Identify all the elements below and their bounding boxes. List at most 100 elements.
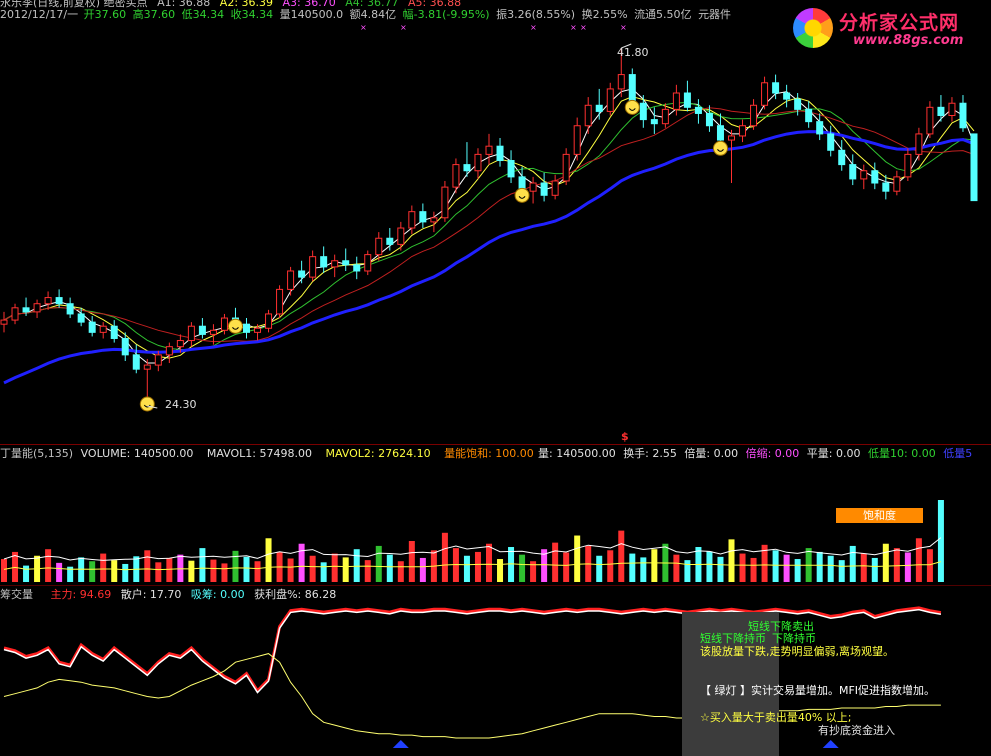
- candle-body: [143, 364, 151, 370]
- volume-bar: [618, 530, 625, 582]
- volume-bar: [408, 541, 415, 582]
- candle-body: [573, 125, 581, 155]
- volume-bar: [122, 563, 129, 582]
- candle-body: [694, 106, 702, 114]
- volume-bar: [1, 559, 7, 582]
- candle-body: [66, 303, 74, 315]
- qty-label: 量: 140500.00: [538, 447, 616, 460]
- signal-mark: $: [621, 430, 629, 443]
- volume-bar: [651, 549, 658, 582]
- candle-body: [926, 106, 934, 135]
- volume-bar: [474, 551, 481, 582]
- low10-label: 低量10: 0.00: [868, 447, 936, 460]
- volume-bar: [904, 552, 911, 582]
- logo-url: www.88gs.com: [853, 33, 964, 48]
- smiley-signal-icon: [514, 187, 530, 203]
- candle-body: [683, 92, 691, 108]
- volume-bar: [783, 554, 790, 582]
- candle-body: [121, 337, 129, 356]
- candle-body: [739, 125, 747, 137]
- popup-greenlight-line: 【 绿灯 】实计交易量增加。MFI促进指数增加。: [700, 684, 936, 697]
- volume-bar: [243, 556, 250, 582]
- volume-bar: [155, 562, 162, 582]
- popup-weak-line: 该股放量下跌,走势明显偏弱,离场观望。: [700, 645, 894, 658]
- candle-body: [276, 288, 284, 315]
- volume-bar: [497, 559, 504, 582]
- volume-header-row: 丁量能(5,135) VOLUME: 140500.00 MAVOL1: 574…: [0, 447, 540, 460]
- smiley-signal-icon: [227, 318, 243, 334]
- retail-label: 散户: 17.70: [120, 588, 182, 601]
- sector-value: 元器件: [698, 8, 732, 21]
- candle-body: [672, 92, 680, 110]
- volume-bar: [596, 555, 603, 582]
- ma-long-line: [3, 130, 975, 385]
- volume-bar: [827, 555, 834, 582]
- volume-bar: [871, 557, 878, 582]
- indicator-a1: A1: 36.88: [157, 0, 211, 9]
- flat-volume-label: 平量: 0.00: [806, 447, 861, 460]
- candle-body: [11, 307, 19, 321]
- volume-bar: [937, 500, 944, 582]
- volume-bar: [397, 561, 404, 582]
- candle-body: [805, 108, 813, 123]
- candle-body: [661, 108, 669, 125]
- volume-bar: [331, 553, 338, 582]
- chart-title: 永乐季(日线,前复权) 绝密买点: [0, 0, 148, 9]
- candle-body: [496, 145, 504, 162]
- volume-bar: [78, 557, 85, 582]
- change-value: 幅-3.81(-9.95%): [402, 8, 490, 21]
- candle-body: [386, 237, 394, 245]
- volume-value-label: VOLUME: 140500.00: [80, 447, 194, 460]
- candle-body: [342, 260, 350, 266]
- candle-body: [772, 82, 780, 94]
- candle-body: [705, 112, 713, 127]
- panel-divider: [0, 444, 991, 445]
- volume-bar: [849, 545, 856, 582]
- volume-bar: [419, 557, 426, 582]
- top-signal-mark: ×: [400, 23, 407, 32]
- volume-bar: [794, 559, 801, 582]
- top-signal-mark: ×: [530, 23, 537, 32]
- candle-body: [375, 237, 383, 256]
- signal-popup-box: [682, 612, 779, 756]
- candle-body: [33, 303, 41, 313]
- volume-bar: [199, 548, 206, 582]
- candle-body: [265, 313, 273, 329]
- candle-body: [353, 264, 361, 272]
- profit-ratio-line: [3, 653, 941, 739]
- volume-bar: [320, 562, 327, 582]
- volume-bar: [772, 550, 779, 582]
- volume-bar: [100, 553, 107, 582]
- candle-body: [871, 170, 879, 184]
- volume-bar: [552, 542, 559, 582]
- volume-bar: [144, 550, 151, 582]
- candle-body: [287, 270, 295, 290]
- volume-bar: [463, 555, 470, 582]
- volume-bar: [882, 543, 889, 582]
- saturation-badge: 饱和度: [836, 508, 923, 523]
- candle-body: [463, 164, 471, 172]
- candle-body: [948, 102, 956, 117]
- volume-bar: [673, 554, 680, 582]
- high-price-label: 41.80: [617, 46, 649, 59]
- volume-bar: [232, 550, 239, 582]
- volume-bar: [210, 559, 217, 582]
- volume-bar: [915, 538, 922, 582]
- volume-bar: [926, 549, 933, 582]
- volume-bar: [45, 549, 52, 582]
- candle-body: [551, 180, 559, 196]
- candle-body: [110, 325, 118, 339]
- logo-name: 分析家公式网: [839, 12, 960, 34]
- profit-ratio-label: 获利盘%: 86.28: [254, 588, 337, 601]
- candle-body: [408, 211, 416, 229]
- candle-body: [364, 254, 372, 272]
- volume-bar: [353, 549, 360, 582]
- volume-bar: [728, 539, 735, 582]
- flower-logo-icon: [793, 8, 833, 48]
- price-info-row: 2012/12/17/一 开37.60 高37.60 低34.34 收34.34…: [0, 8, 737, 21]
- volume-bar: [530, 561, 537, 582]
- main-force-label: 主力: 94.69: [50, 588, 112, 601]
- mavol2-line: [3, 561, 942, 571]
- panel-divider-2: [0, 585, 991, 586]
